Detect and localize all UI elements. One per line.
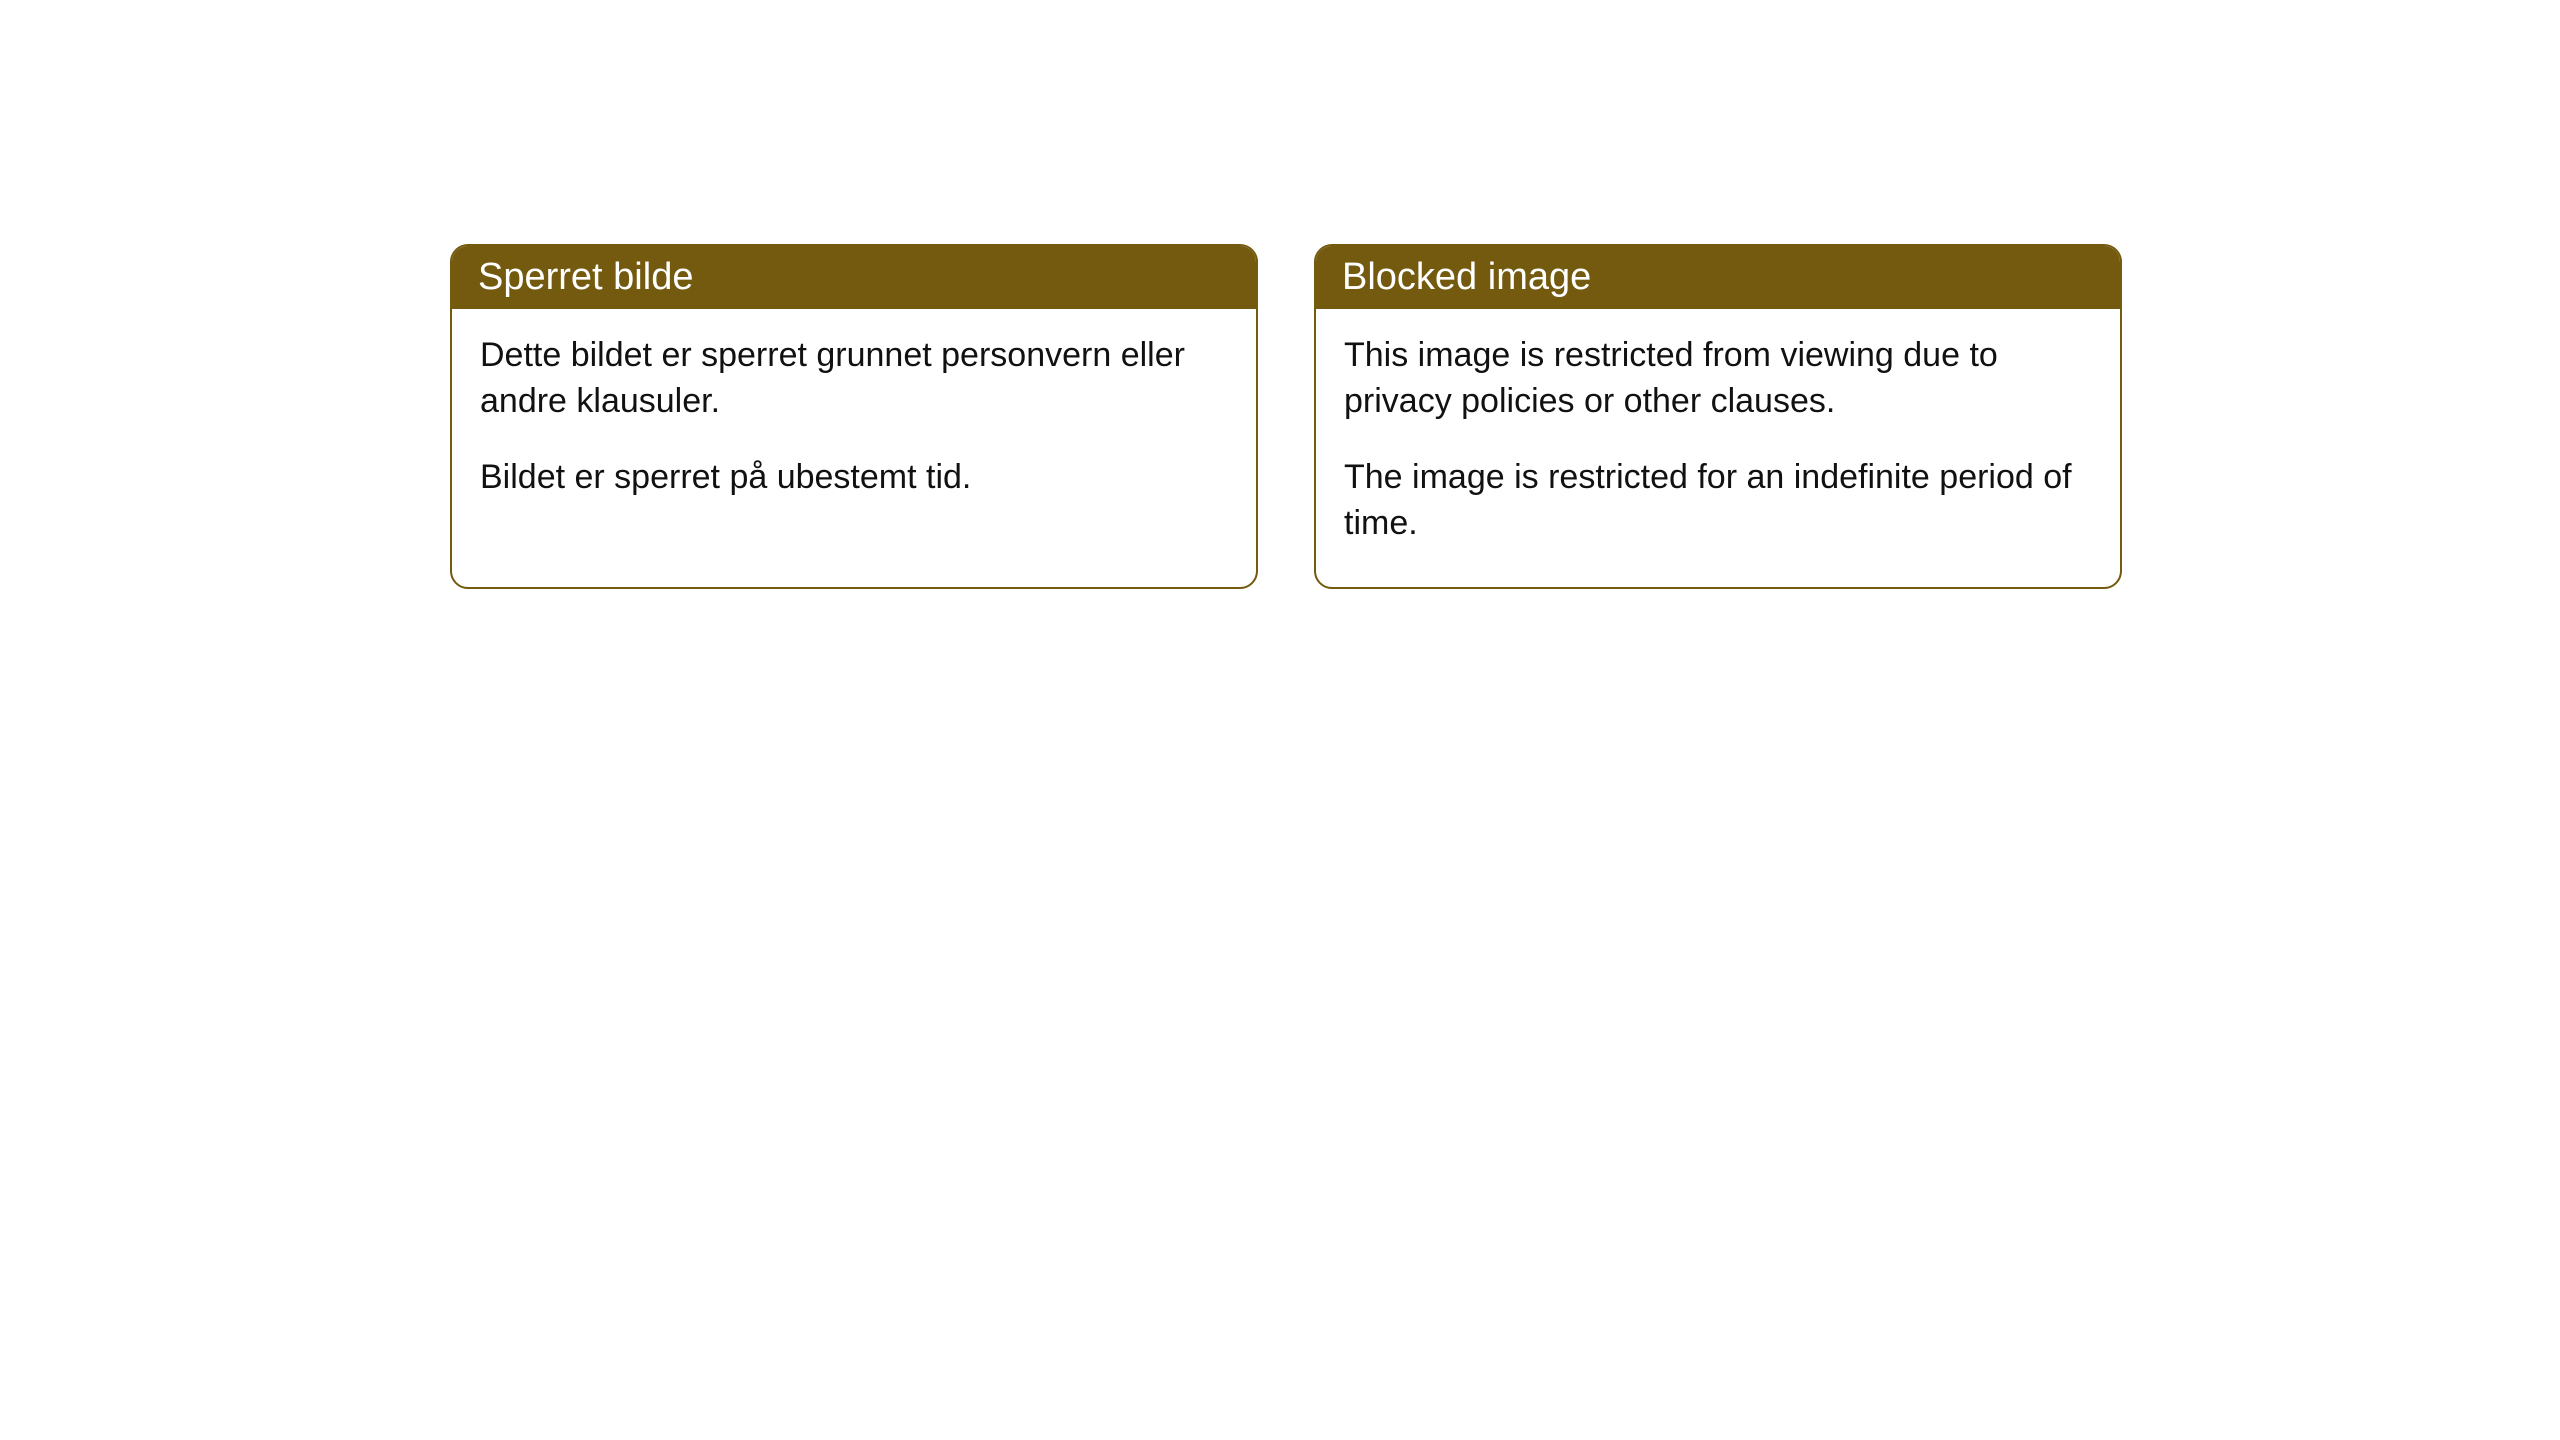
card-norwegian: Sperret bilde Dette bildet er sperret gr… (450, 244, 1258, 589)
card-body-english: This image is restricted from viewing du… (1316, 309, 2120, 587)
card-paragraph-1-english: This image is restricted from viewing du… (1344, 333, 2092, 425)
card-body-norwegian: Dette bildet er sperret grunnet personve… (452, 309, 1256, 541)
card-paragraph-2-norwegian: Bildet er sperret på ubestemt tid. (480, 455, 1228, 501)
card-paragraph-2-english: The image is restricted for an indefinit… (1344, 455, 2092, 547)
card-paragraph-1-norwegian: Dette bildet er sperret grunnet personve… (480, 333, 1228, 425)
card-header-english: Blocked image (1316, 246, 2120, 309)
card-english: Blocked image This image is restricted f… (1314, 244, 2122, 589)
cards-container: Sperret bilde Dette bildet er sperret gr… (450, 244, 2122, 589)
card-header-norwegian: Sperret bilde (452, 246, 1256, 309)
